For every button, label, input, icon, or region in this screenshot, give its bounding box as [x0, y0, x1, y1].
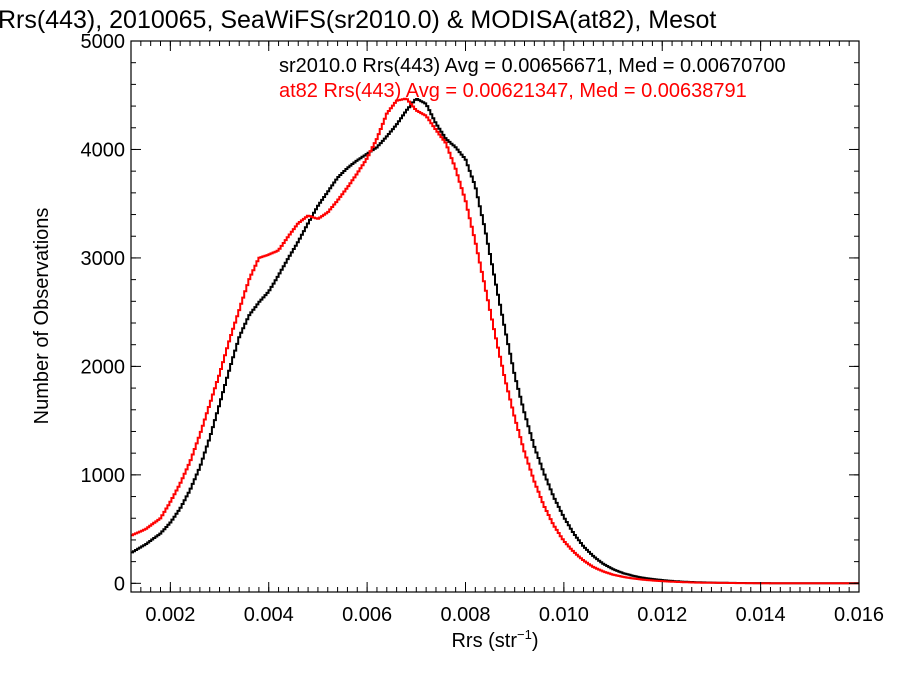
- legend-entry-sr2010: sr2010.0 Rrs(443) Avg = 0.00656671, Med …: [279, 55, 786, 77]
- x-tick-label: 0.010: [539, 604, 589, 626]
- x-tick-label: 0.002: [145, 604, 195, 626]
- y-axis-label: Number of Observations: [31, 208, 53, 425]
- x-tick-label: 0.016: [834, 604, 884, 626]
- x-tick-label: 0.004: [244, 604, 294, 626]
- y-tick-label: 5000: [81, 31, 126, 53]
- chart-title: Rrs(443), 2010065, SeaWiFS(sr2010.0) & M…: [0, 6, 716, 34]
- series-line-at82: [131, 97, 859, 585]
- x-tick-label: 0.014: [736, 604, 786, 626]
- x-tick-label: 0.012: [637, 604, 687, 626]
- y-tick-label: 3000: [81, 248, 126, 270]
- plot-frame: [130, 40, 860, 593]
- x-axis-label-superscript: −1: [517, 627, 532, 642]
- x-tick-label: 0.008: [440, 604, 490, 626]
- plot-area: [131, 97, 859, 585]
- y-tick-label: 0: [114, 573, 125, 595]
- series-line-sr2010-0: [131, 98, 859, 585]
- y-tick-label: 2000: [81, 356, 126, 378]
- axis-ticks: 0.002 0.004 0.006 0.008 0.010 0.012 0.014 0.016…: [81, 31, 885, 626]
- x-axis-label: Rrs (str−1): [451, 627, 538, 652]
- y-tick-label: 1000: [81, 465, 126, 487]
- y-tick-label: 4000: [81, 139, 126, 161]
- x-tick-label: 0.006: [342, 604, 392, 626]
- legend-entry-at82: at82 Rrs(443) Avg = 0.00621347, Med = 0.…: [279, 80, 747, 102]
